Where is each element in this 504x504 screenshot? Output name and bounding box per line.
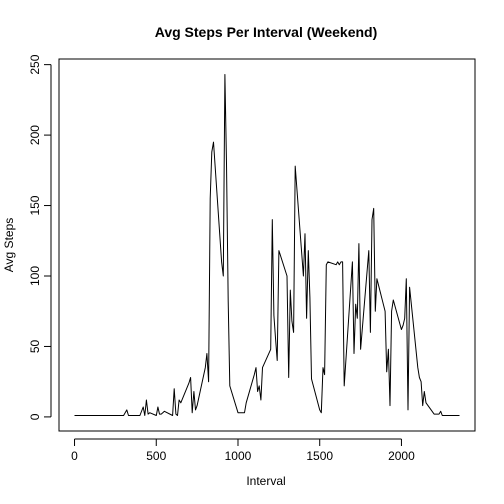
x-tick-label: 1500 (306, 449, 333, 463)
plot-frame (58, 58, 476, 432)
x-tick-label: 2000 (388, 449, 415, 463)
x-tick-label: 1000 (225, 449, 252, 463)
y-tick-label: 0 (28, 413, 42, 420)
x-tick-label: 500 (146, 449, 166, 463)
y-tick-label: 100 (28, 266, 42, 286)
series-line-0 (74, 74, 460, 416)
y-tick-label: 200 (28, 125, 42, 145)
x-tick-label: 0 (71, 449, 78, 463)
series-layer (74, 74, 460, 416)
y-tick-label: 50 (28, 339, 42, 353)
x-axis: 0 500 1000 1500 2000 (71, 438, 415, 463)
y-axis-label: Avg Steps (2, 218, 16, 272)
y-axis: 0 50 100 150 200 250 (28, 54, 52, 420)
x-axis-label: Interval (246, 474, 285, 488)
chart-title: Avg Steps Per Interval (Weekend) (155, 24, 378, 40)
y-tick-label: 250 (28, 54, 42, 74)
y-tick-label: 150 (28, 195, 42, 215)
